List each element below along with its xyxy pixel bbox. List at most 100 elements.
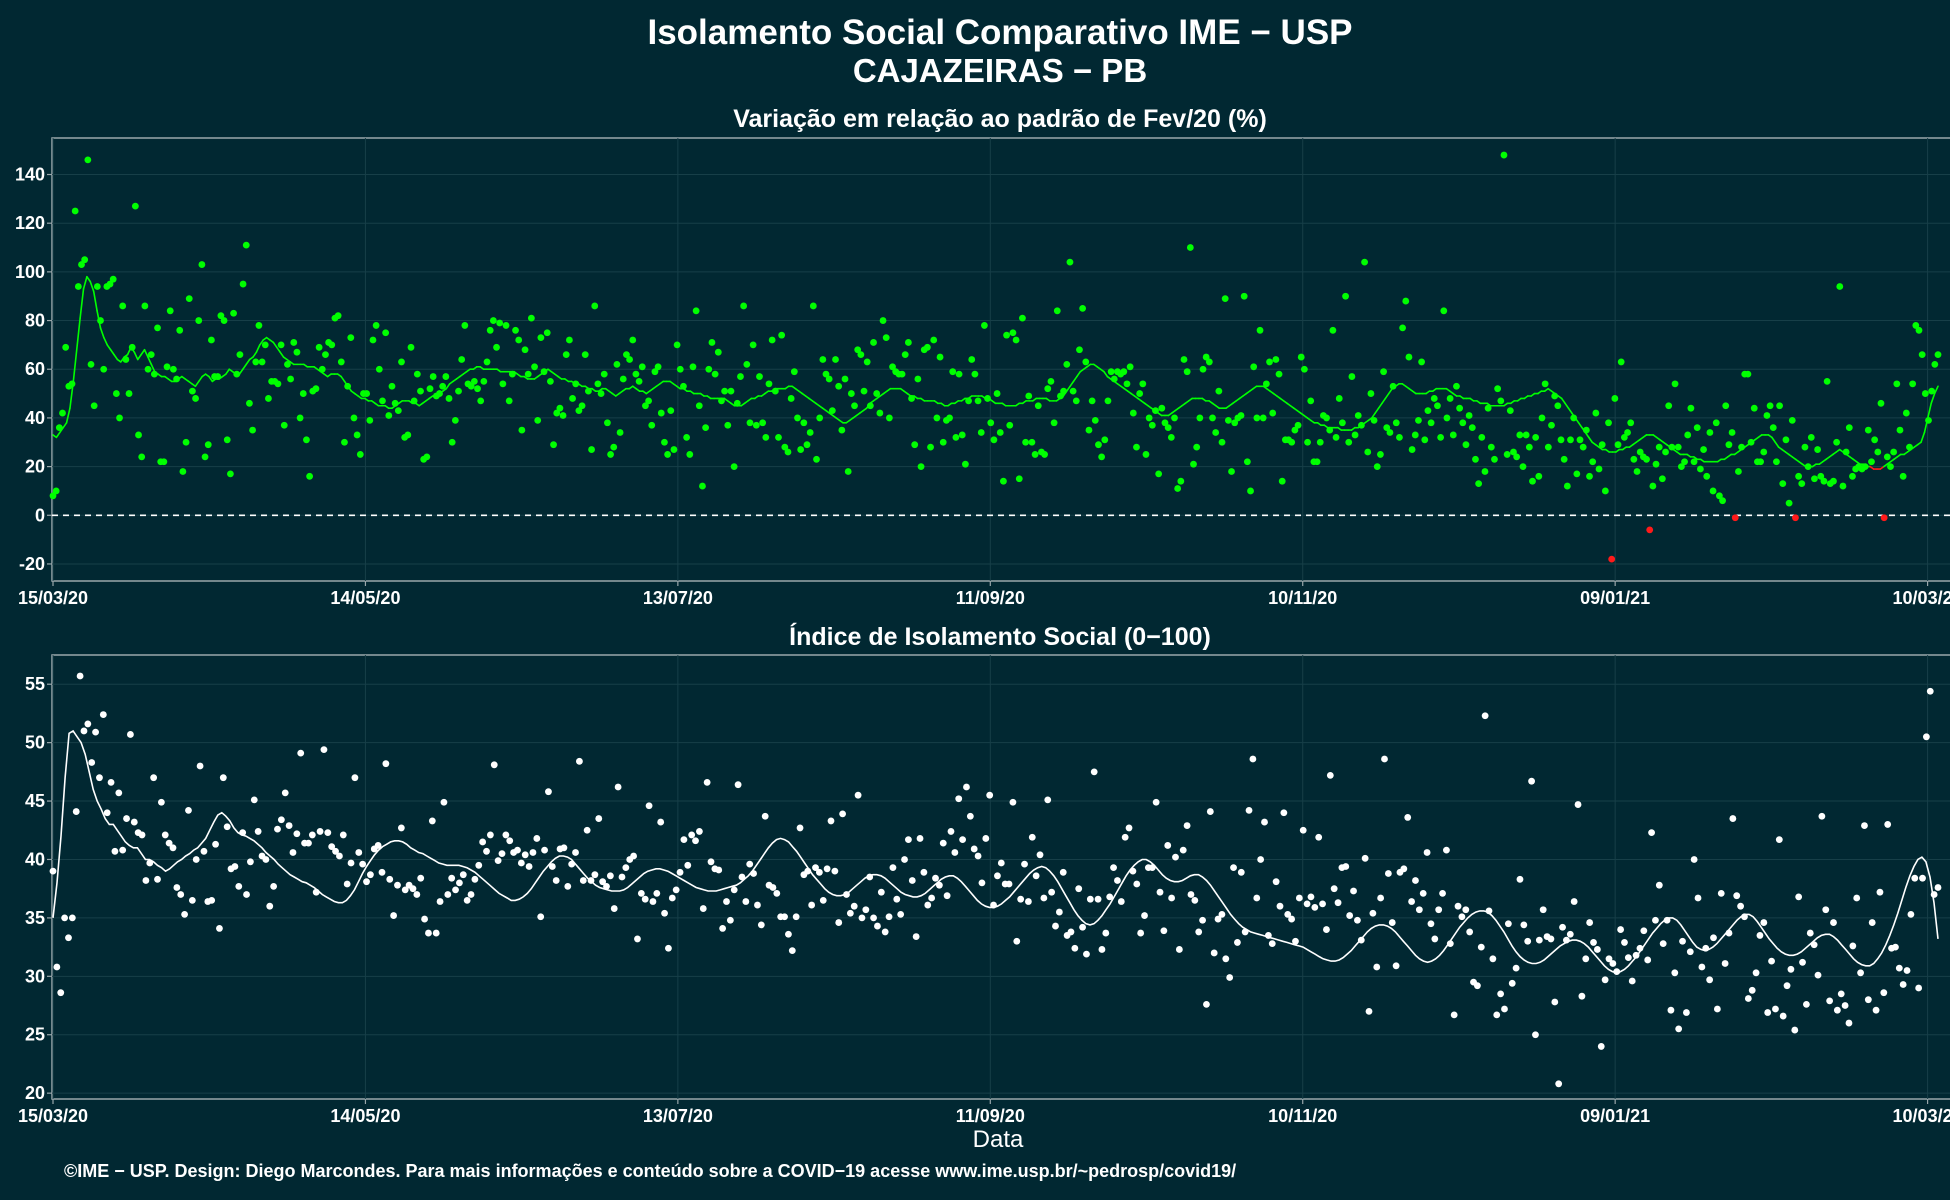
- index-data-point: [730, 886, 738, 894]
- index-data-point: [959, 836, 966, 844]
- variation-data-point: [1361, 258, 1368, 266]
- variation-data-point: [1440, 307, 1448, 315]
- index-data-point: [1032, 872, 1040, 880]
- variation-data-point: [876, 409, 884, 417]
- index-data-point: [436, 898, 444, 905]
- variation-data-point: [974, 397, 982, 405]
- variation-data-point: [1655, 443, 1663, 451]
- variation-mean-line-segment: [1387, 387, 1393, 395]
- variation-mean-line-segment: [225, 368, 231, 375]
- variation-data-point: [176, 326, 184, 334]
- variation-panel-title: Variação em relação ao padrão de Fev/20 …: [733, 105, 1267, 133]
- index-data-point: [1880, 989, 1888, 997]
- variation-mean-line-segment: [259, 339, 264, 346]
- variation-data-point: [109, 275, 117, 283]
- index-data-point: [1605, 955, 1613, 963]
- index-data-point: [1295, 894, 1303, 902]
- variation-data-point: [711, 370, 719, 378]
- variation-data-point: [1392, 419, 1400, 427]
- variation-data-point: [150, 370, 158, 378]
- variation-data-point: [651, 368, 659, 376]
- variation-data-point: [1554, 402, 1562, 410]
- variation-data-point: [90, 402, 98, 410]
- variation-data-point: [835, 382, 843, 390]
- variation-data-point: [1253, 414, 1261, 422]
- index-data-point: [57, 989, 65, 997]
- variation-data-point: [366, 416, 374, 424]
- variation-data-point: [1174, 485, 1182, 492]
- index-data-point: [1547, 935, 1555, 943]
- variation-data-point: [768, 336, 776, 344]
- variation-data-point: [1684, 431, 1692, 439]
- index-data-point: [440, 798, 448, 806]
- variation-mean-line-segment: [1371, 412, 1377, 419]
- index-data-point: [1733, 892, 1741, 900]
- index-data-point: [858, 914, 866, 922]
- index-data-point: [746, 860, 754, 868]
- variation-data-point: [841, 375, 849, 383]
- variation-mean-line-segment: [106, 344, 112, 351]
- variation-data-point: [1817, 472, 1825, 480]
- variation-data-point: [1506, 407, 1514, 415]
- variation-data-point: [347, 334, 355, 341]
- variation-data-point: [1820, 477, 1828, 485]
- index-data-point: [1284, 910, 1292, 918]
- variation-data-point: [1725, 441, 1733, 449]
- variation-data-point: [299, 390, 307, 397]
- variation-data-point: [1849, 472, 1856, 480]
- variation-data-point: [594, 380, 602, 388]
- x-axis-label: Data: [973, 1126, 1024, 1153]
- variation-data-point: [1405, 353, 1413, 361]
- index-data-point: [1671, 969, 1679, 977]
- index-data-point: [1203, 1000, 1210, 1008]
- index-data-point: [1067, 928, 1075, 936]
- variation-data-point: [1909, 380, 1917, 388]
- variation-data-point: [261, 341, 269, 349]
- variation-y-tick-label: 0: [35, 505, 45, 525]
- index-data-point: [312, 888, 320, 896]
- index-data-point: [336, 852, 343, 860]
- variation-data-point: [1053, 307, 1061, 315]
- index-data-point: [1307, 893, 1315, 901]
- variation-y-tick-label: 140: [15, 165, 45, 185]
- index-data-point: [1040, 894, 1048, 902]
- index-data-point: [1292, 937, 1299, 945]
- index-data-point: [1210, 949, 1218, 957]
- index-data-point: [769, 884, 777, 891]
- index-data-point: [1326, 771, 1334, 779]
- index-data-point: [1493, 1011, 1501, 1019]
- index-y-tick-label: 55: [25, 674, 45, 694]
- variation-data-point: [740, 302, 748, 310]
- variation-y-tick-label: 40: [25, 408, 45, 428]
- variation-data-point: [1427, 419, 1435, 427]
- variation-data-point: [822, 370, 830, 378]
- variation-mean-line-segment: [1069, 380, 1075, 388]
- index-data-point: [1930, 891, 1938, 898]
- variation-data-point: [1877, 399, 1885, 407]
- variation-data-point: [1766, 402, 1774, 410]
- variation-data-point: [154, 324, 161, 332]
- variation-data-point: [806, 429, 814, 436]
- variation-data-point: [952, 433, 960, 441]
- index-y-tick-label: 20: [25, 1083, 45, 1103]
- index-data-point: [80, 727, 88, 735]
- index-data-point: [1818, 812, 1826, 820]
- variation-data-point: [385, 412, 393, 419]
- variation-data-point: [1259, 414, 1267, 422]
- variation-data-point: [1918, 351, 1926, 359]
- index-data-point: [1419, 889, 1427, 897]
- variation-data-point: [116, 414, 123, 422]
- variation-data-point: [661, 438, 668, 446]
- variation-data-point: [939, 438, 947, 446]
- index-data-point: [1903, 967, 1911, 974]
- index-data-point: [916, 835, 924, 842]
- variation-data-point: [217, 312, 225, 320]
- variation-data-point: [236, 351, 244, 359]
- index-data-point: [599, 878, 607, 886]
- variation-data-point: [1453, 382, 1460, 390]
- index-data-point: [254, 828, 262, 835]
- index-data-point: [692, 837, 699, 845]
- index-data-point: [1191, 896, 1199, 904]
- index-data-point: [1791, 1026, 1799, 1034]
- index-data-point: [665, 944, 672, 952]
